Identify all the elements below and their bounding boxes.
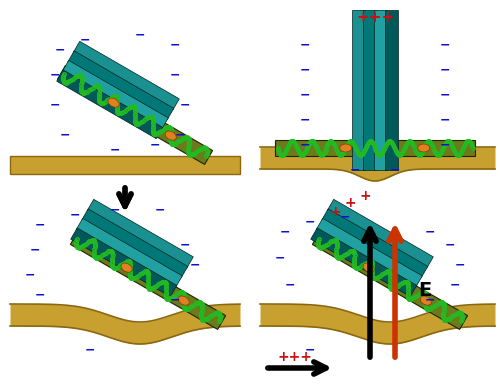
Polygon shape	[275, 140, 475, 156]
Text: −: −	[35, 289, 45, 301]
Text: −: −	[175, 128, 185, 142]
Polygon shape	[310, 228, 417, 297]
Ellipse shape	[363, 263, 374, 272]
Text: −: −	[30, 243, 40, 257]
Polygon shape	[312, 230, 468, 330]
Text: −: −	[390, 163, 400, 177]
Text: −: −	[85, 344, 95, 356]
Bar	[10, 156, 240, 174]
Text: −: −	[340, 211, 350, 223]
Ellipse shape	[121, 263, 132, 272]
Text: −: −	[190, 259, 200, 271]
Polygon shape	[87, 199, 194, 268]
Text: −: −	[450, 278, 460, 291]
Text: −: −	[110, 144, 120, 156]
Ellipse shape	[418, 144, 430, 152]
Text: E: E	[418, 280, 431, 300]
Text: −: −	[150, 138, 160, 151]
Ellipse shape	[340, 144, 352, 152]
Text: −: −	[300, 64, 310, 76]
Polygon shape	[62, 60, 168, 129]
Text: −: −	[305, 216, 316, 229]
Text: −: −	[50, 69, 60, 82]
Text: −: −	[155, 204, 165, 216]
Text: −: −	[170, 294, 180, 307]
Text: −: −	[440, 113, 450, 126]
Text: −: −	[300, 39, 310, 51]
Text: +++: +++	[278, 350, 312, 364]
Text: −: −	[285, 278, 295, 291]
Polygon shape	[316, 218, 422, 287]
Text: −: −	[275, 252, 285, 264]
Text: −: −	[80, 34, 90, 46]
Text: −: −	[305, 344, 316, 356]
Text: −: −	[110, 204, 120, 216]
Text: −: −	[425, 225, 435, 239]
Ellipse shape	[178, 296, 190, 305]
Text: −: −	[135, 28, 145, 41]
Polygon shape	[374, 10, 387, 170]
Text: −: −	[300, 138, 310, 151]
Polygon shape	[70, 230, 226, 330]
Polygon shape	[322, 209, 428, 278]
Text: −: −	[180, 239, 190, 252]
Text: −: −	[440, 39, 450, 51]
Polygon shape	[385, 10, 398, 170]
Polygon shape	[82, 209, 188, 278]
Text: −: −	[25, 268, 35, 282]
Polygon shape	[352, 10, 365, 170]
Text: −: −	[440, 89, 450, 101]
Polygon shape	[73, 41, 180, 110]
Text: −: −	[35, 218, 45, 232]
Text: −: −	[170, 39, 180, 51]
Text: −: −	[70, 209, 80, 222]
Text: −: −	[55, 44, 65, 57]
Text: −: −	[300, 113, 310, 126]
Text: +: +	[344, 196, 356, 210]
Polygon shape	[56, 70, 163, 139]
Text: −: −	[280, 225, 290, 239]
Polygon shape	[327, 199, 434, 268]
Text: −: −	[440, 64, 450, 76]
Ellipse shape	[420, 296, 432, 305]
Text: −: −	[440, 138, 450, 151]
Ellipse shape	[108, 98, 119, 107]
Polygon shape	[363, 10, 376, 170]
Polygon shape	[58, 66, 212, 165]
Text: −: −	[170, 69, 180, 82]
Text: −: −	[445, 239, 455, 252]
Text: −: −	[50, 99, 60, 112]
Polygon shape	[70, 228, 177, 297]
Text: −: −	[350, 163, 360, 177]
Text: +: +	[359, 189, 371, 203]
Text: +: +	[329, 205, 341, 219]
Text: −: −	[60, 128, 70, 142]
Ellipse shape	[165, 131, 176, 140]
Text: −: −	[455, 259, 465, 271]
Text: +++: +++	[356, 11, 394, 25]
Text: −: −	[180, 99, 190, 112]
Text: −: −	[425, 294, 435, 307]
Text: −: −	[300, 89, 310, 101]
Polygon shape	[68, 51, 174, 120]
Polygon shape	[76, 218, 182, 287]
